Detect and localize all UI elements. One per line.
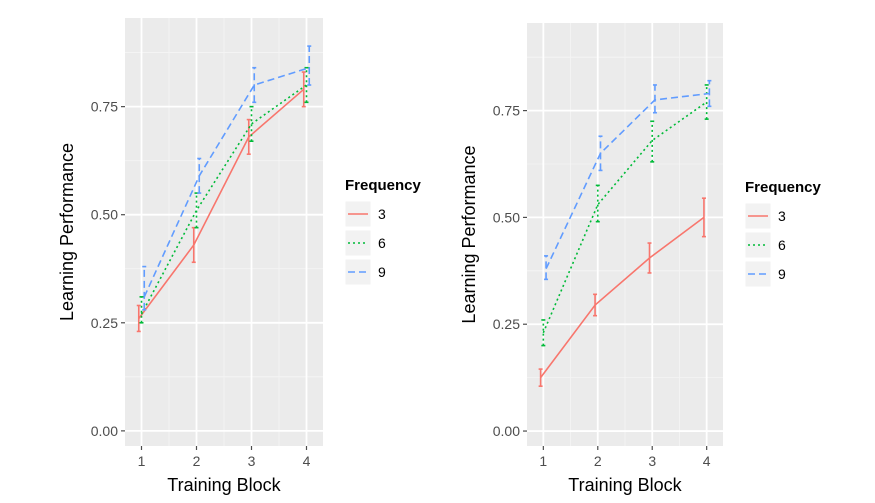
- series-line: [545, 92, 710, 270]
- series-6: [139, 66, 309, 324]
- chart-panel-1: 0.00 0.25 0.50 0.75 1 2 3 4 Training Block Learni…: [57, 18, 422, 495]
- legend-label: 6: [378, 235, 386, 251]
- legend-label: 9: [378, 264, 386, 280]
- y-axis-title: Learning Performance: [57, 143, 77, 321]
- series-9: [544, 79, 712, 281]
- y-tick-label: 0.50: [91, 207, 118, 223]
- x-axis-title: Training Block: [568, 475, 682, 495]
- series-6: [541, 84, 709, 347]
- y-tick-label: 0.50: [493, 209, 520, 225]
- y-tick-label: 0.00: [493, 423, 520, 439]
- legend-title: Frequency: [345, 177, 422, 194]
- x-tick-label: 1: [539, 453, 547, 469]
- legend-title: Frequency: [745, 179, 822, 196]
- y-tick-label: 0.75: [91, 99, 118, 115]
- legend-label: 3: [778, 208, 786, 224]
- series-3: [538, 197, 706, 387]
- series-line: [542, 101, 708, 334]
- legend-key: [344, 258, 372, 286]
- legend: Frequency 3 6 9: [344, 177, 422, 286]
- y-tick-label: 0.00: [91, 423, 118, 439]
- y-tick-label: 0.75: [493, 103, 520, 119]
- y-tick-label: 0.25: [493, 316, 520, 332]
- legend-key: [744, 260, 772, 288]
- x-tick-label: 3: [648, 453, 656, 469]
- x-axis-title: Training Block: [167, 475, 281, 495]
- x-tick-label: 1: [138, 453, 146, 469]
- x-tick-label: 3: [248, 453, 256, 469]
- x-tick-label: 4: [303, 453, 311, 469]
- legend-label: 9: [778, 266, 786, 282]
- x-tick-label: 2: [193, 453, 201, 469]
- legend-label: 3: [378, 206, 386, 222]
- series-line: [539, 216, 705, 379]
- series-3: [136, 71, 306, 333]
- series-9: [142, 45, 312, 311]
- series-line: [143, 66, 310, 298]
- chart-panel-2: 0.00 0.25 0.50 0.75 1 2 3 4 Training Block Learni…: [459, 23, 822, 495]
- x-tick-label: 2: [594, 453, 602, 469]
- x-tick-label: 4: [703, 453, 711, 469]
- y-axis-title: Learning Performance: [459, 145, 479, 323]
- legend: Frequency 3 6 9: [744, 179, 822, 288]
- legend-label: 6: [778, 237, 786, 253]
- series-line: [138, 88, 305, 319]
- y-tick-label: 0.25: [91, 315, 118, 331]
